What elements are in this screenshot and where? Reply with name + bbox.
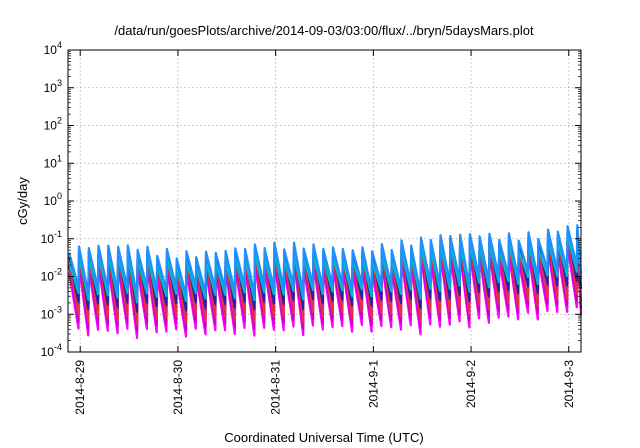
x-tick-label: 2014-9-3 xyxy=(562,360,576,408)
x-axis: 2014-8-29 2014-8-30 2014-8-31 2014-9-1 2014-… xyxy=(73,50,576,415)
y-tick-label: 10-3 xyxy=(41,304,62,321)
y-axis: 10-4 10-3 10-2 10-1 100 101 102 103 104 xyxy=(41,40,581,359)
y-tick-label: 10-2 xyxy=(41,267,62,284)
x-tick-label: 2014-9-1 xyxy=(366,360,380,408)
y-tick-label: 10-1 xyxy=(41,229,62,246)
y-tick-label: 10-4 xyxy=(41,342,62,359)
y-tick-label: 100 xyxy=(44,191,62,208)
y-tick-label: 101 xyxy=(44,153,62,170)
x-tick-label: 2014-8-29 xyxy=(73,360,87,415)
x-tick-label: 2014-8-30 xyxy=(171,360,185,415)
x-tick-label: 2014-8-31 xyxy=(269,360,283,415)
series-line xyxy=(68,224,583,298)
chart-title: /data/run/goesPlots/archive/2014-09-03/0… xyxy=(114,23,534,38)
y-tick-label: 102 xyxy=(44,116,62,133)
x-tick-label: 2014-9-2 xyxy=(464,360,478,408)
x-axis-label: Coordinated Universal Time (UTC) xyxy=(224,430,423,445)
y-tick-label: 103 xyxy=(44,78,62,95)
y-tick-label: 104 xyxy=(44,40,62,57)
y-axis-label: cGy/day xyxy=(15,177,30,225)
series-layer xyxy=(68,224,583,340)
